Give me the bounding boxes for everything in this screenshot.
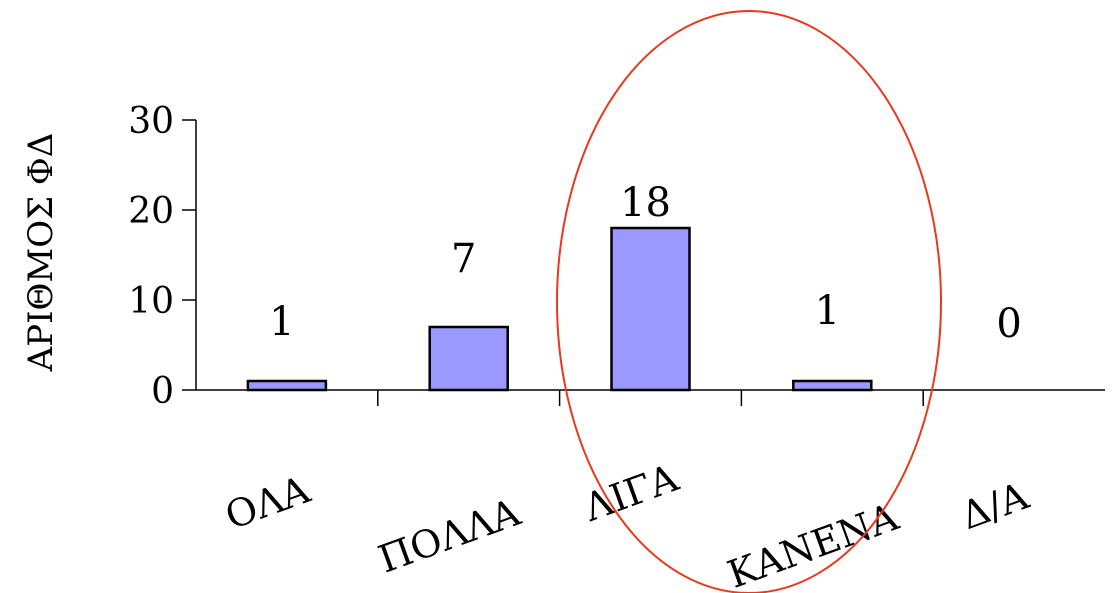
data-label: 18 (620, 180, 671, 226)
axes (182, 119, 1105, 406)
y-tick-label: 30 (128, 101, 174, 142)
data-label: 1 (269, 299, 294, 345)
y-tick-label: 0 (151, 371, 174, 412)
annotation (556, 10, 942, 593)
data-label: 7 (451, 236, 476, 282)
bar-2 (610, 226, 691, 392)
x-tick-label: ΛΙΓΑ (577, 455, 684, 530)
x-tick-label: ΟΛΑ (220, 467, 316, 538)
bar-1 (428, 325, 509, 392)
bar-3 (792, 379, 873, 392)
x-tick-label: Δ/Α (955, 473, 1034, 538)
y-tick-label: 10 (128, 281, 174, 322)
x-tick-label: ΠΟΛΛΑ (373, 490, 526, 582)
bar-0 (246, 379, 328, 392)
data-label: 1 (815, 288, 840, 334)
data-label: 0 (996, 301, 1021, 347)
x-tick-label: ΚΑΝΕΝΑ (722, 495, 904, 593)
highlight-ellipse (556, 10, 942, 593)
y-axis-title: ΑΡΙΘΜΟΣ ΦΔ (21, 133, 61, 373)
y-tick-label: 20 (128, 191, 174, 232)
